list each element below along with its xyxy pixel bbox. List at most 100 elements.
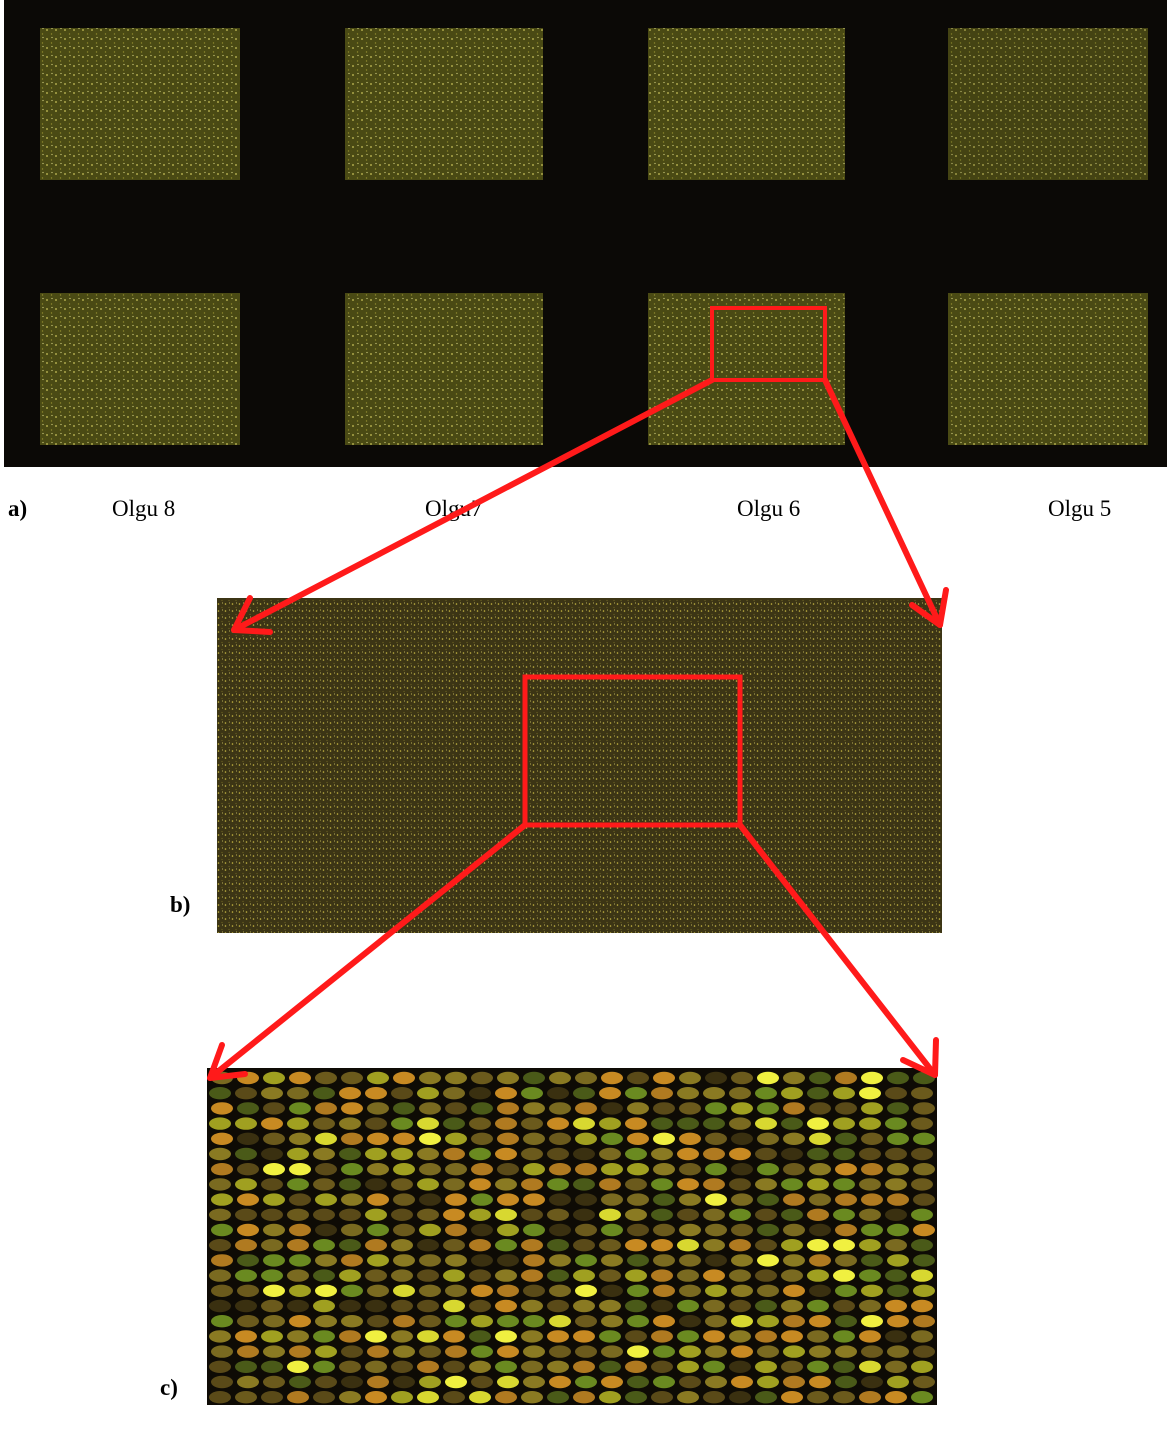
spot [523, 1345, 545, 1357]
spot [835, 1102, 857, 1114]
spot [781, 1269, 803, 1281]
spot [679, 1102, 701, 1114]
spot [393, 1285, 415, 1297]
spot [651, 1269, 673, 1281]
spot [237, 1224, 259, 1236]
spot [367, 1224, 389, 1236]
spot [703, 1117, 725, 1129]
spot [549, 1193, 571, 1205]
spot [211, 1102, 233, 1114]
spot [601, 1102, 623, 1114]
spot [599, 1239, 621, 1251]
spot [729, 1269, 751, 1281]
spot [237, 1315, 259, 1327]
spot [419, 1072, 441, 1084]
spot [757, 1102, 779, 1114]
spot [833, 1209, 855, 1221]
spot [679, 1254, 701, 1266]
spot [679, 1345, 701, 1357]
spot [651, 1148, 673, 1160]
spot [651, 1117, 673, 1129]
spot [523, 1224, 545, 1236]
spot [391, 1300, 413, 1312]
spot [315, 1102, 337, 1114]
spot [835, 1224, 857, 1236]
spot [601, 1315, 623, 1327]
spot [861, 1345, 883, 1357]
spot [419, 1315, 441, 1327]
spot [601, 1163, 623, 1175]
spot [653, 1315, 675, 1327]
spot [445, 1163, 467, 1175]
spot [913, 1315, 935, 1327]
spot [755, 1269, 777, 1281]
spot [471, 1072, 493, 1084]
array-zoom-image [217, 598, 942, 933]
spot [599, 1269, 621, 1281]
spot [237, 1102, 259, 1114]
spot [209, 1087, 231, 1099]
spot [911, 1330, 933, 1342]
spot [703, 1239, 725, 1251]
spot [237, 1254, 259, 1266]
spot [235, 1209, 257, 1221]
spot [651, 1300, 673, 1312]
spot [289, 1254, 311, 1266]
spot [859, 1148, 881, 1160]
spot [495, 1330, 517, 1342]
spot [341, 1102, 363, 1114]
spot [367, 1133, 389, 1145]
spot [887, 1102, 909, 1114]
block [40, 293, 240, 445]
spot [469, 1148, 491, 1160]
spot [235, 1269, 257, 1281]
spot [833, 1269, 855, 1281]
spot [783, 1254, 805, 1266]
spot [887, 1163, 909, 1175]
spot [887, 1224, 909, 1236]
spot [287, 1300, 309, 1312]
spot [913, 1193, 935, 1205]
spot [391, 1239, 413, 1251]
spot [315, 1193, 337, 1205]
spot [729, 1148, 751, 1160]
spot [263, 1072, 285, 1084]
spot [419, 1102, 441, 1114]
spot [601, 1224, 623, 1236]
spot [365, 1209, 387, 1221]
spot [731, 1133, 753, 1145]
block [40, 28, 240, 180]
spot [235, 1239, 257, 1251]
spot [575, 1133, 597, 1145]
spot [341, 1254, 363, 1266]
spot [495, 1117, 517, 1129]
spot [575, 1163, 597, 1175]
spot [755, 1239, 777, 1251]
spot [729, 1117, 751, 1129]
spot [783, 1193, 805, 1205]
spot [417, 1239, 439, 1251]
page: a) Olgu 8 Olgu7 Olgu 6 Olgu 5 b) c) (() … [0, 0, 1167, 1437]
spot [653, 1345, 675, 1357]
spot [573, 1391, 595, 1403]
spot [469, 1330, 491, 1342]
spot [261, 1117, 283, 1129]
spot [211, 1315, 233, 1327]
spot [809, 1133, 831, 1145]
spot [599, 1300, 621, 1312]
spot [547, 1300, 569, 1312]
spot [341, 1376, 363, 1388]
spot [729, 1087, 751, 1099]
spot [731, 1315, 753, 1327]
spot [627, 1285, 649, 1297]
spot [729, 1300, 751, 1312]
spot [627, 1224, 649, 1236]
spot [887, 1072, 909, 1084]
spot [471, 1376, 493, 1388]
spot [705, 1254, 727, 1266]
spot [315, 1163, 337, 1175]
spot [809, 1285, 831, 1297]
spot [703, 1391, 725, 1403]
spot [807, 1239, 829, 1251]
spot [677, 1148, 699, 1160]
